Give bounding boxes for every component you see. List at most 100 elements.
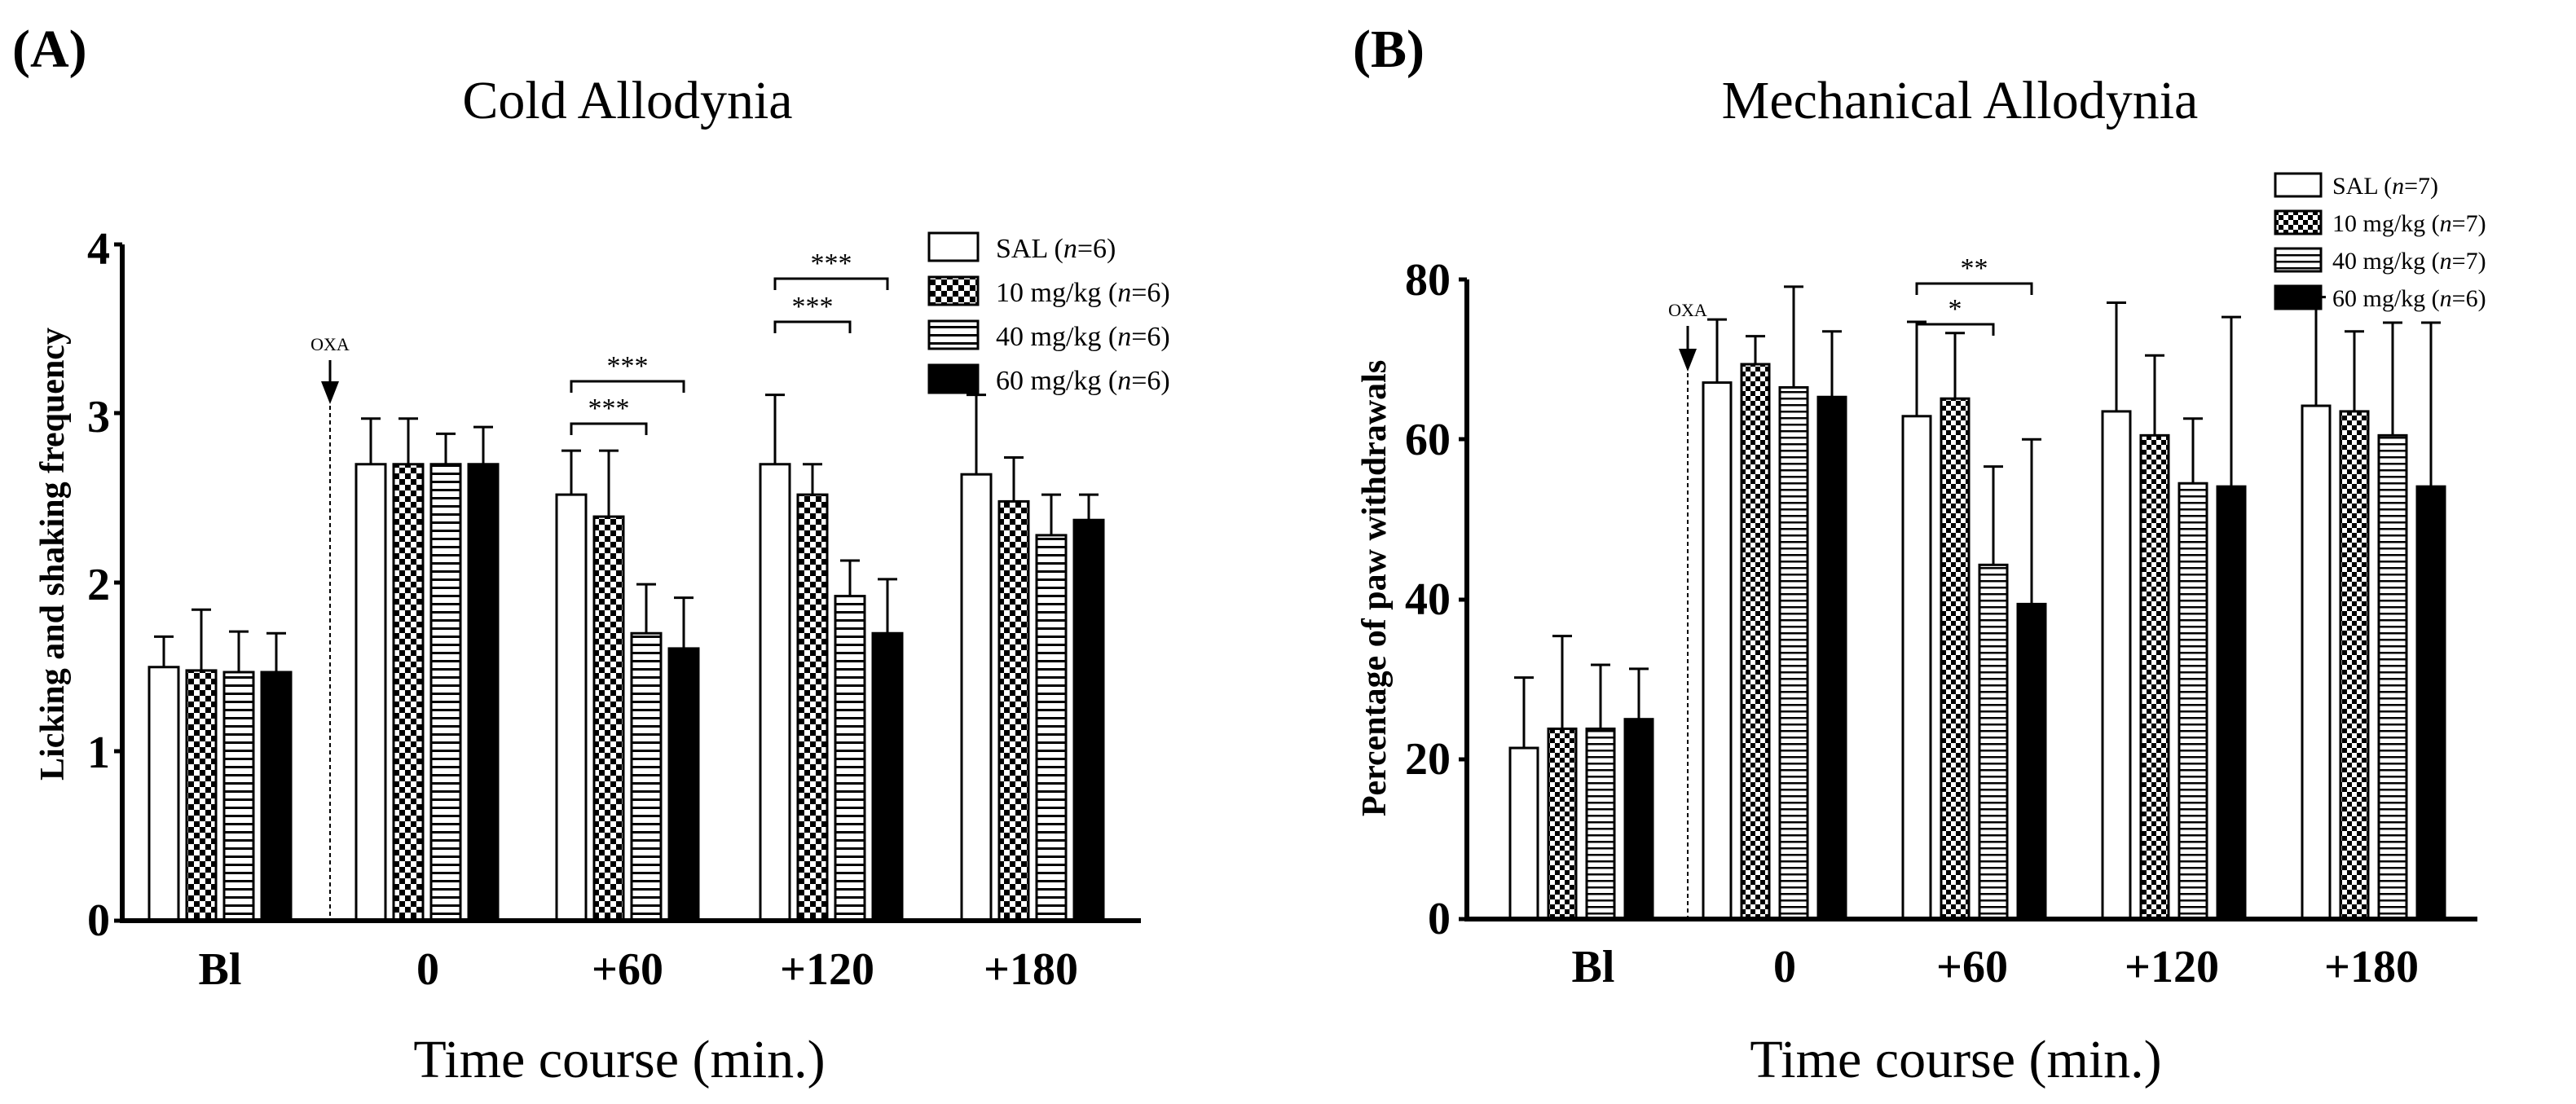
panel-a-y-ticks: 0 1 2 3 4 — [87, 224, 110, 946]
bar — [429, 463, 462, 922]
panel-b-y-tick: 0 — [1428, 894, 1451, 944]
panel-b-label: (B) — [1353, 20, 1425, 79]
bar — [759, 463, 791, 922]
bar — [148, 666, 180, 922]
panel-a-x-axis-label: Time course (min.) — [413, 1030, 825, 1089]
panel-a-legend: SAL (n=6) 10 mg/kg (n=6) 40 mg/kg (n=6) … — [927, 231, 1170, 396]
bar — [185, 669, 218, 922]
panel-a-y-tick: 0 — [87, 895, 110, 946]
panel-b-y-tick: 20 — [1405, 734, 1451, 785]
panel-b-x-ticks: Bl 0 +60 +120 +180 — [1572, 942, 2419, 992]
bar — [2016, 602, 2047, 921]
bar — [1816, 395, 1847, 921]
bar — [555, 493, 588, 922]
panel-a-x-tick: +180 — [984, 944, 1078, 995]
bar — [1072, 518, 1105, 922]
panel-a-x-tick: +120 — [780, 944, 874, 995]
panel-a-y-tick: 4 — [87, 224, 110, 275]
panel-a-oxa-marker: OXA — [310, 334, 350, 921]
panel-b-legend: SAL (n=7) 10 mg/kg (n=7) 40 mg/kg (n=7) … — [2274, 172, 2486, 312]
panel-b-oxa-label: OXA — [1668, 300, 1707, 320]
legend-label: 60 mg/kg (n=6) — [996, 366, 1170, 396]
legend-item: SAL (n=6) — [927, 231, 1116, 264]
significance-label: ** — [1961, 253, 1988, 284]
bar — [2177, 482, 2208, 921]
legend-item: SAL (n=7) — [2274, 172, 2438, 200]
bar — [1508, 746, 1539, 921]
legend-swatch — [927, 319, 980, 350]
panel-a-x-tick: Bl — [199, 944, 242, 995]
panel-b-y-tick: 60 — [1405, 415, 1451, 465]
bar — [1623, 718, 1654, 921]
legend-item: 10 mg/kg (n=7) — [2274, 209, 2486, 237]
panel-a-x-tick: +60 — [592, 944, 663, 995]
significance-label: * — [1949, 294, 1962, 324]
panel-a-y-tick: 1 — [87, 728, 110, 778]
bar — [834, 595, 866, 922]
significance-label: *** — [792, 292, 834, 322]
panel-b-bars — [1508, 285, 2446, 921]
legend-label: SAL (n=6) — [996, 234, 1116, 264]
panel-b-x-tick: 0 — [1773, 942, 1796, 992]
panel-a-bars — [148, 394, 1105, 922]
significance-label: *** — [607, 351, 649, 381]
bar — [1547, 727, 1578, 921]
significance-bracket — [1915, 323, 1995, 336]
legend-item: 60 mg/kg (n=6) — [2274, 284, 2486, 312]
panel-b-significance: *** — [1915, 253, 2033, 336]
panel-a-oxa-label: OXA — [310, 334, 350, 354]
panel-b-x-axis-label: Time course (min.) — [1750, 1030, 2161, 1089]
bar — [1778, 385, 1809, 921]
down-arrow-icon — [1679, 349, 1697, 372]
panel-a: (A) Cold Allodynia Licking and shaking f… — [12, 20, 1170, 1089]
panel-a-y-axis-label: Licking and shaking frequency — [34, 328, 72, 781]
bar — [1740, 363, 1771, 921]
bar — [960, 473, 993, 922]
bar — [2377, 433, 2408, 921]
legend-swatch — [2274, 247, 2323, 273]
panel-b-x-tick: +180 — [2324, 942, 2419, 992]
bar — [2339, 410, 2370, 921]
bar — [1940, 397, 1971, 921]
bar — [592, 515, 625, 922]
bar — [260, 671, 293, 922]
panel-a-significance: *** *** *** *** — [570, 249, 889, 435]
legend-item: 10 mg/kg (n=6) — [927, 275, 1170, 308]
legend-item: 40 mg/kg (n=6) — [927, 319, 1170, 352]
bar — [1585, 727, 1616, 921]
legend-label: 10 mg/kg (n=6) — [996, 278, 1170, 308]
panel-a-label: (A) — [12, 20, 87, 79]
legend-swatch — [927, 231, 980, 262]
legend-label: 10 mg/kg (n=7) — [2332, 210, 2486, 237]
legend-swatch — [2274, 209, 2323, 235]
panel-a-y-tick: 3 — [87, 392, 110, 442]
significance-bracket — [570, 422, 648, 435]
significance-bracket — [773, 277, 889, 290]
panel-b-x-tick: +120 — [2125, 942, 2219, 992]
bar — [1901, 415, 1932, 921]
panel-b-x-tick: +60 — [1936, 942, 2008, 992]
panel-b-y-tick: 80 — [1405, 255, 1451, 306]
panel-b: (B) Mechanical Allodynia Percentage of p… — [1353, 20, 2486, 1089]
bar — [2101, 410, 2132, 921]
legend-swatch — [927, 363, 980, 394]
legend-item: 40 mg/kg (n=7) — [2274, 247, 2486, 275]
panel-a-axes — [114, 242, 1141, 923]
bar — [2415, 485, 2446, 921]
legend-swatch — [927, 275, 980, 306]
bar — [630, 631, 663, 922]
bar — [2216, 485, 2247, 921]
legend-swatch — [2274, 172, 2323, 198]
legend-item: 60 mg/kg (n=6) — [927, 363, 1170, 396]
panel-a-x-tick: 0 — [416, 944, 439, 995]
panel-b-oxa-marker: OXA — [1668, 300, 1707, 919]
bar — [871, 631, 904, 922]
panel-b-y-tick: 40 — [1405, 574, 1451, 625]
bar — [1035, 534, 1068, 922]
significance-bracket — [1915, 282, 2033, 295]
panel-b-axes — [1459, 277, 2477, 921]
bar — [2301, 404, 2332, 921]
panel-b-y-ticks: 0 20 40 60 80 — [1405, 255, 1451, 944]
panel-a-y-tick: 2 — [87, 560, 110, 610]
panel-b-title: Mechanical Allodynia — [1722, 71, 2199, 130]
